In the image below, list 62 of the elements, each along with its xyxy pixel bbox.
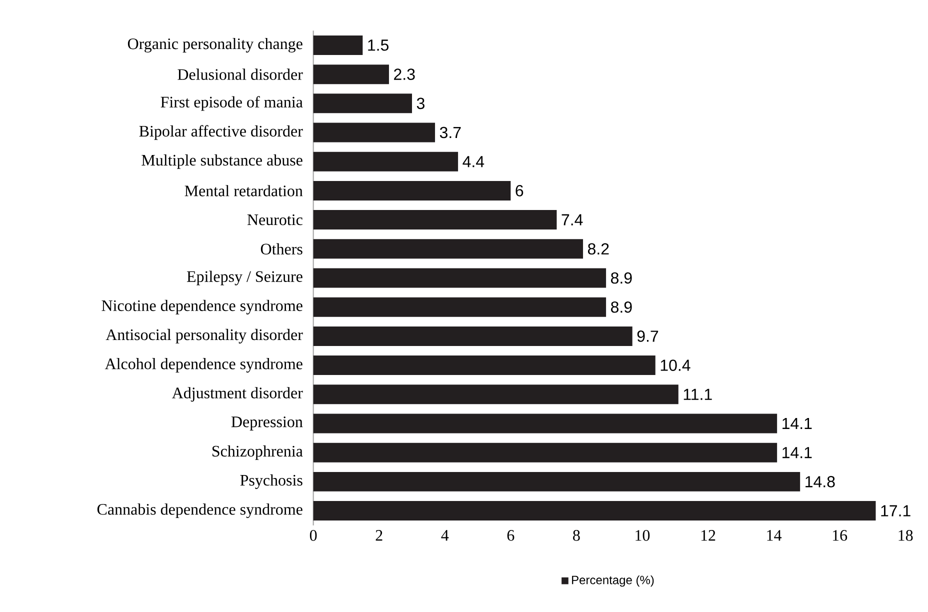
data-label: 6 (516, 185, 524, 196)
data-label: 14.8 (806, 476, 835, 488)
data-label: 14.1 (782, 447, 812, 458)
y-tick-label: Epilepsy / Seizure (186, 270, 302, 286)
x-tick-label: 2 (376, 530, 382, 541)
bar (313, 94, 412, 114)
bar (313, 239, 584, 259)
y-tick-label: Schizophrenia (212, 445, 303, 460)
data-label: 17.1 (881, 505, 910, 516)
y-tick-label: Psychosis (240, 474, 302, 489)
y-tick-label: Bipolar affective disorder (139, 125, 303, 140)
y-tick-label: Cannabis dependence syndrome (97, 504, 302, 518)
bar (313, 122, 436, 142)
bar (313, 180, 511, 200)
bar (313, 210, 557, 230)
data-label: 8.2 (588, 243, 609, 255)
data-label: 2.3 (394, 68, 415, 80)
legend-label: Percentage (%) (572, 575, 654, 587)
y-tick-label: Neurotic (247, 214, 302, 226)
y-tick-label: Nicotine dependence syndrome (102, 300, 302, 314)
bar (313, 442, 778, 462)
bar (313, 326, 632, 346)
data-label: 3.7 (440, 126, 461, 138)
bar (313, 152, 458, 172)
y-tick-label: Depression (231, 416, 303, 430)
bar (313, 35, 363, 55)
y-tick-label: Organic personality change (128, 38, 302, 52)
x-tick-label: 8 (573, 530, 580, 541)
data-label: 14.1 (782, 418, 812, 429)
x-tick-label: 16 (832, 530, 848, 541)
bar (313, 472, 800, 492)
y-tick-label: First episode of mania (160, 96, 303, 111)
y-tick-label: Antisocial personality disorder (106, 328, 303, 344)
x-tick-label: 12 (701, 530, 716, 541)
x-tick-label: 6 (507, 530, 514, 541)
x-tick-label: 18 (898, 530, 913, 541)
y-tick-label: Multiple substance abuse (142, 154, 302, 169)
bar (313, 64, 389, 84)
data-label: 11.1 (684, 388, 712, 400)
bar (313, 268, 606, 288)
data-label: 8.9 (611, 301, 632, 313)
bar (313, 297, 606, 317)
y-tick-label: Alcohol dependence syndrome (104, 358, 302, 373)
data-label: 10.4 (660, 360, 690, 371)
bar (313, 501, 876, 521)
x-tick-label: 0 (310, 530, 317, 541)
data-label: 8.9 (611, 272, 632, 284)
data-label: 9.7 (637, 330, 658, 342)
y-tick-label: Mental retardation (184, 185, 303, 196)
data-label: 4.4 (462, 156, 484, 168)
bar (313, 414, 778, 434)
bar (313, 356, 656, 376)
x-tick-label: 10 (636, 530, 650, 541)
x-tick-label: 14 (767, 530, 782, 541)
y-tick-label: Others (260, 243, 302, 255)
data-label: 3 (416, 98, 424, 110)
data-label: 7.4 (562, 214, 583, 226)
y-tick-label: Delusional disorder (178, 68, 303, 80)
bar (313, 384, 678, 404)
y-tick-label: Adjustment disorder (172, 387, 303, 402)
x-tick-label: 4 (441, 530, 449, 541)
data-label: 1.5 (368, 40, 388, 51)
